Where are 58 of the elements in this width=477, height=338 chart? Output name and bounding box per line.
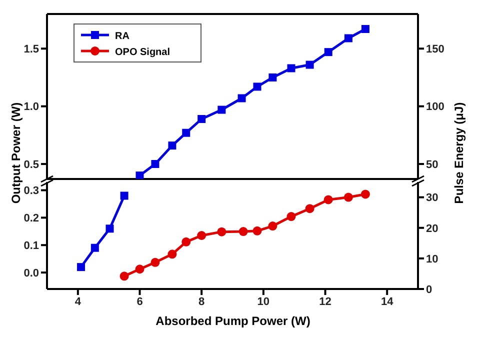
x-tick-label: 12 bbox=[319, 296, 332, 308]
x-tick-label: 8 bbox=[198, 296, 205, 308]
y-tick-label: 0.3 bbox=[24, 185, 39, 198]
point bbox=[238, 227, 248, 236]
point bbox=[77, 263, 86, 272]
legend-label: RA bbox=[115, 31, 130, 42]
point bbox=[168, 142, 176, 150]
point bbox=[361, 25, 370, 33]
point bbox=[306, 60, 314, 69]
y2-tick-label: 100 bbox=[426, 101, 444, 114]
point bbox=[253, 82, 262, 91]
point bbox=[106, 224, 114, 233]
point bbox=[344, 34, 352, 42]
x-tick-label: 14 bbox=[380, 296, 394, 308]
y2-axis-title: Pulse Energy (μJ) bbox=[452, 102, 466, 204]
y-axis-title: Output Power (W) bbox=[9, 102, 23, 204]
x-tick-label: 6 bbox=[136, 296, 143, 308]
point bbox=[182, 128, 190, 137]
y-tick-label: 0.1 bbox=[24, 240, 39, 252]
y-tick-label: 0.2 bbox=[24, 212, 39, 225]
point bbox=[286, 212, 296, 222]
point bbox=[238, 94, 246, 102]
point bbox=[324, 48, 332, 56]
point bbox=[360, 190, 370, 199]
point bbox=[324, 195, 333, 204]
point bbox=[268, 73, 277, 82]
point bbox=[90, 244, 99, 252]
point bbox=[287, 64, 296, 72]
point bbox=[120, 272, 129, 281]
point bbox=[136, 172, 144, 179]
point bbox=[217, 227, 226, 236]
y-tick-label: 1.5 bbox=[24, 44, 39, 56]
y2-tick-label: 0 bbox=[426, 284, 432, 296]
point bbox=[135, 264, 144, 274]
point bbox=[168, 250, 177, 259]
point bbox=[252, 226, 262, 236]
y-tick-label: 0.0 bbox=[24, 267, 39, 280]
point bbox=[151, 160, 160, 168]
x-axis-title: Absorbed Pump Power (W) bbox=[156, 314, 310, 328]
point bbox=[150, 258, 160, 267]
point bbox=[218, 106, 226, 114]
legend-label: OPO Signal bbox=[115, 47, 170, 58]
point bbox=[182, 237, 191, 246]
x-tick-label: 4 bbox=[74, 296, 82, 308]
point bbox=[344, 192, 353, 202]
point bbox=[120, 192, 128, 200]
y2-tick-label: 50 bbox=[426, 158, 438, 171]
y2-tick-label: 10 bbox=[426, 253, 438, 266]
y2-tick-label: 20 bbox=[426, 222, 438, 235]
point bbox=[305, 204, 314, 214]
x-tick-label: 10 bbox=[257, 296, 270, 308]
y2-tick-label: 30 bbox=[426, 192, 438, 204]
y-tick-label: 1.0 bbox=[24, 101, 39, 114]
point bbox=[198, 115, 206, 123]
y-tick-label: 0.5 bbox=[24, 158, 39, 171]
point bbox=[197, 231, 206, 240]
y2-tick-label: 150 bbox=[426, 44, 444, 56]
point bbox=[268, 222, 278, 231]
